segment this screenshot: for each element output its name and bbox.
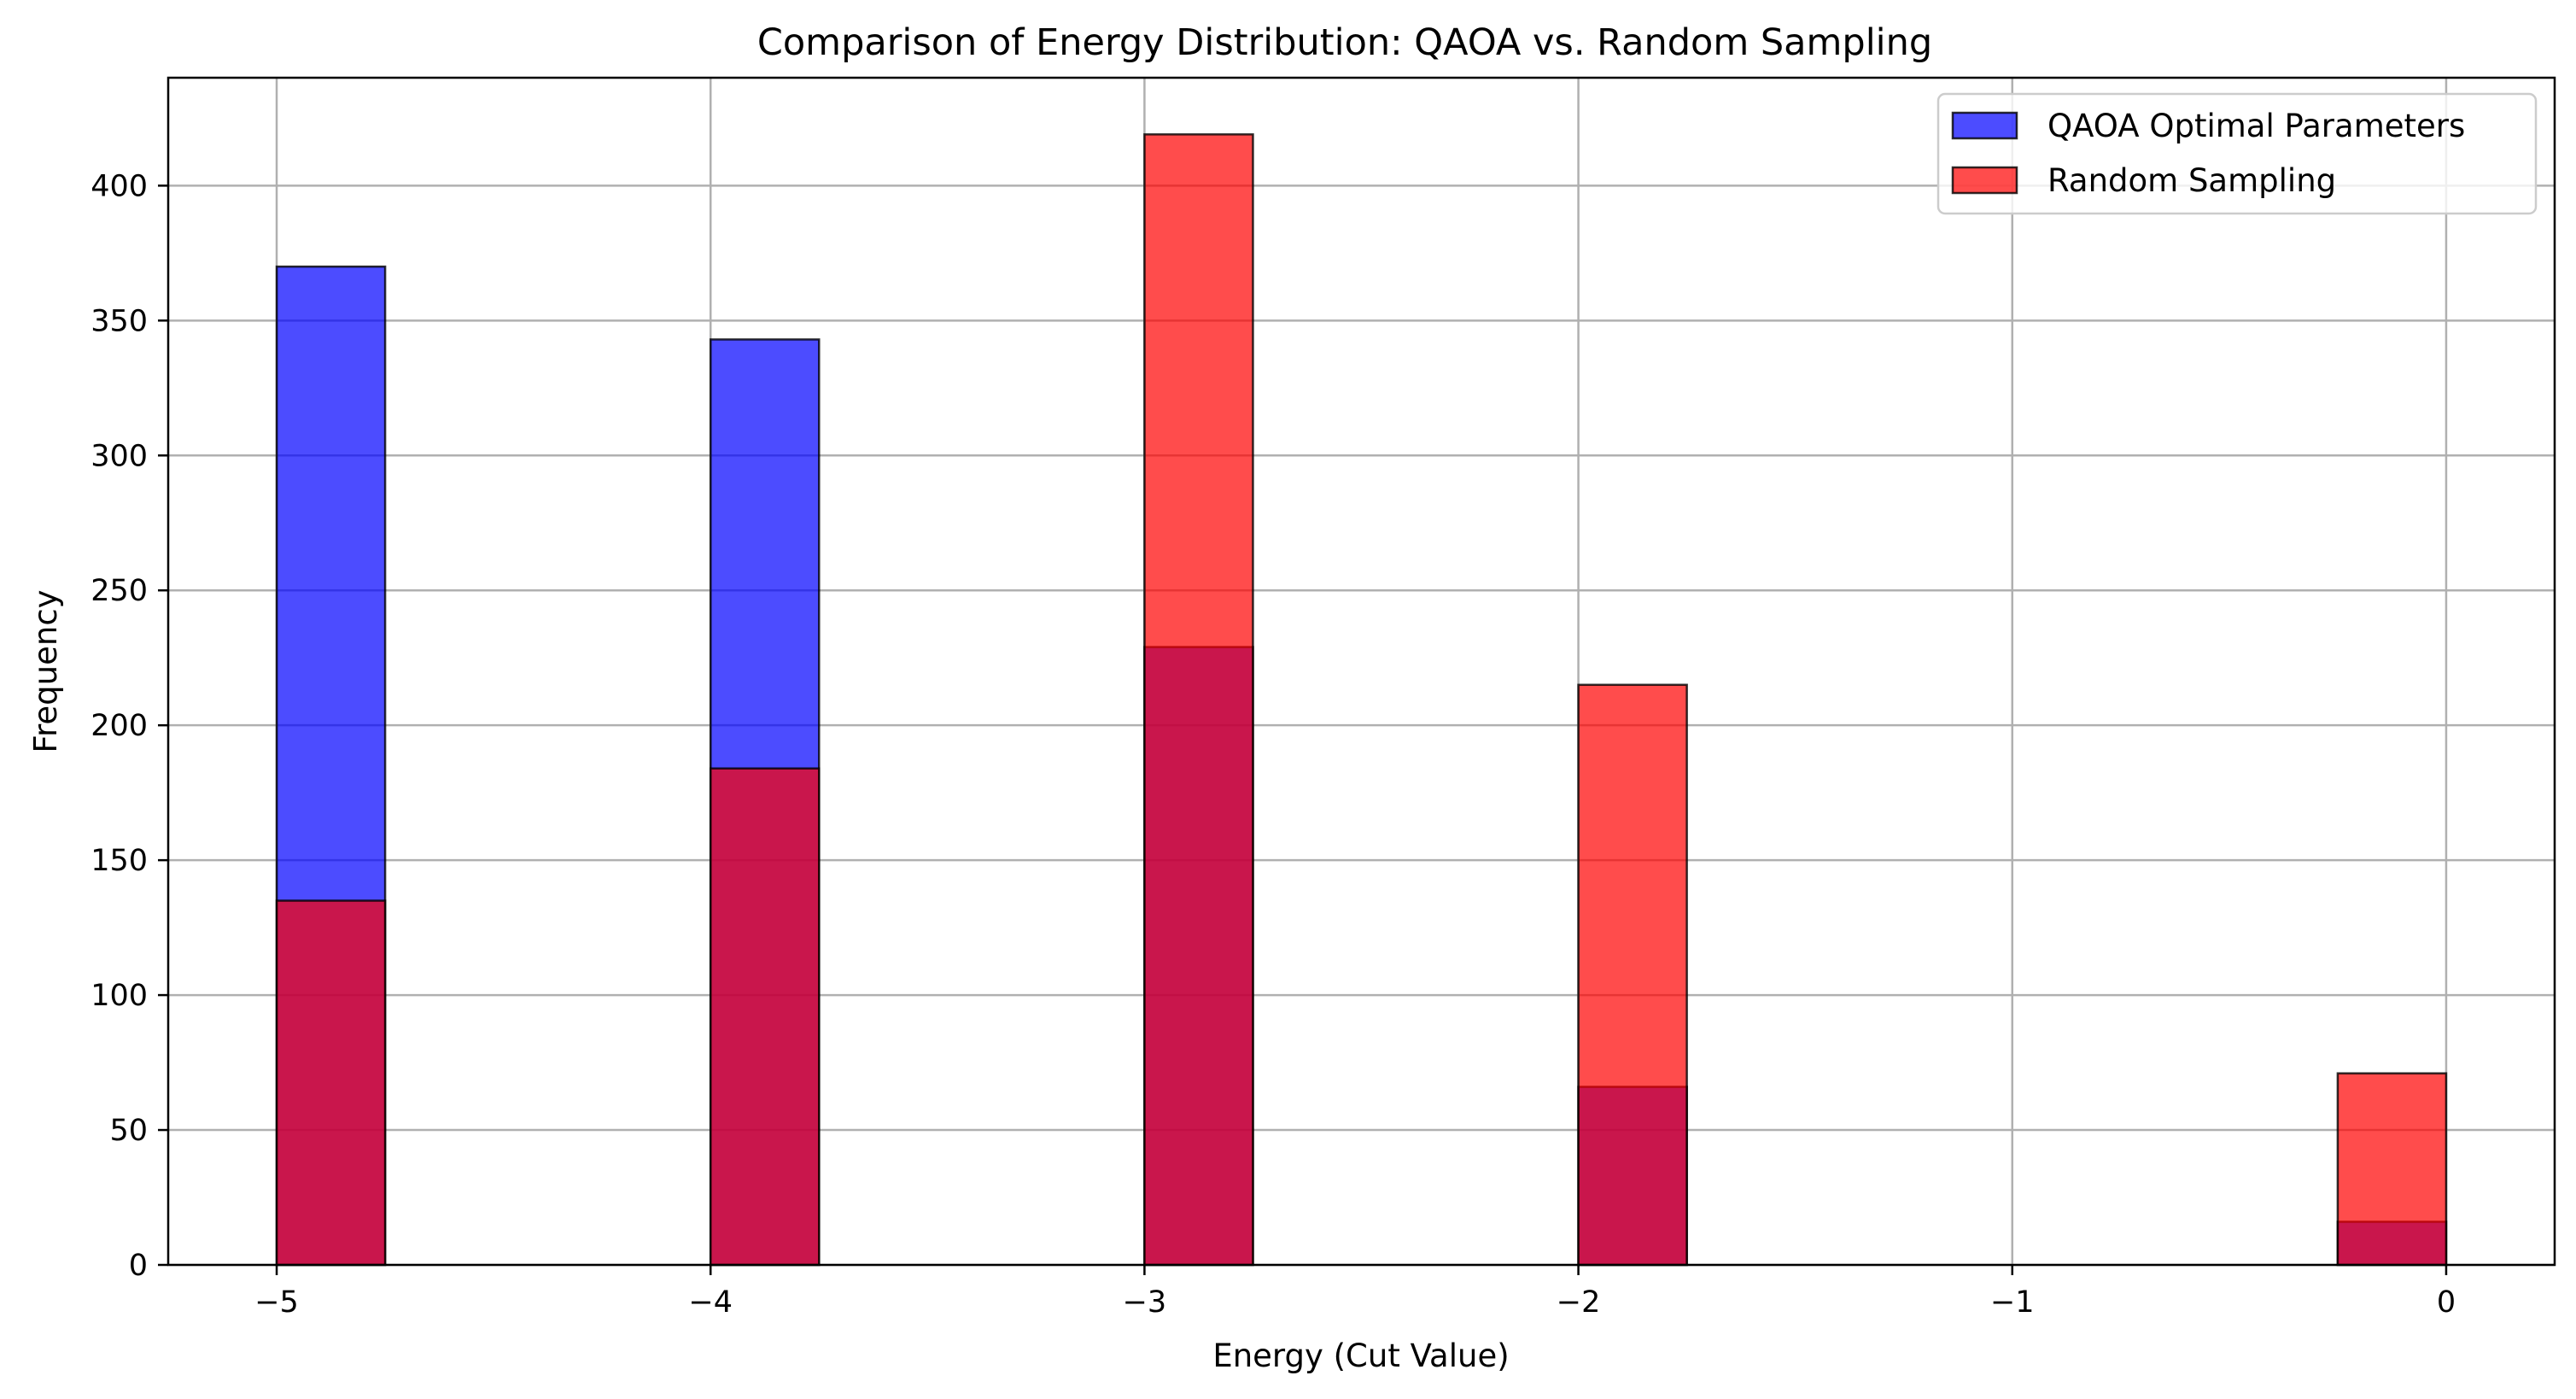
bar-random — [1143, 133, 1254, 1267]
legend-box — [1936, 92, 2538, 215]
x-tick-label: −2 — [1557, 1285, 1601, 1320]
y-tick-label: 350 — [91, 304, 148, 338]
x-tick-label: −5 — [254, 1285, 299, 1320]
y-tick-label: 200 — [91, 709, 148, 743]
bar-random — [275, 899, 387, 1267]
bar-random — [2336, 1072, 2448, 1267]
x-tick-label: −3 — [1123, 1285, 1167, 1320]
histogram-bars — [275, 133, 2448, 1267]
bar-random — [709, 767, 821, 1267]
plot-frame — [166, 76, 2556, 1267]
y-axis-label: Frequency — [27, 589, 64, 752]
legend-swatch-qaoa — [1951, 111, 2018, 140]
y-tick-label: 400 — [91, 169, 148, 203]
x-axis-label: Energy (Cut Value) — [1212, 1338, 1509, 1374]
legend: QAOA Optimal Parameters Random Sampling — [1936, 92, 2538, 215]
legend-swatch-random — [1951, 166, 2018, 195]
y-tick-label: 0 — [129, 1249, 148, 1283]
x-tick-label: −1 — [1990, 1285, 2035, 1320]
y-tick-label: 100 — [91, 979, 148, 1013]
legend-label-random: Random Sampling — [2047, 162, 2336, 199]
chart-title: Comparison of Energy Distribution: QAOA … — [757, 21, 1932, 64]
y-tick-label: 300 — [91, 439, 148, 473]
x-tick-label: 0 — [2437, 1285, 2456, 1320]
y-tick-label: 250 — [91, 574, 148, 608]
legend-label-qaoa: QAOA Optimal Parameters — [2047, 108, 2465, 144]
x-tick-label: −4 — [688, 1285, 733, 1320]
y-tick-label: 50 — [109, 1114, 148, 1148]
axis-ticks: −5 −4 −3 −2 −1 0 0 50 100 150 200 250 300 350 400 — [91, 169, 2456, 1320]
y-tick-label: 150 — [91, 844, 148, 878]
bar-random — [1577, 683, 1688, 1267]
